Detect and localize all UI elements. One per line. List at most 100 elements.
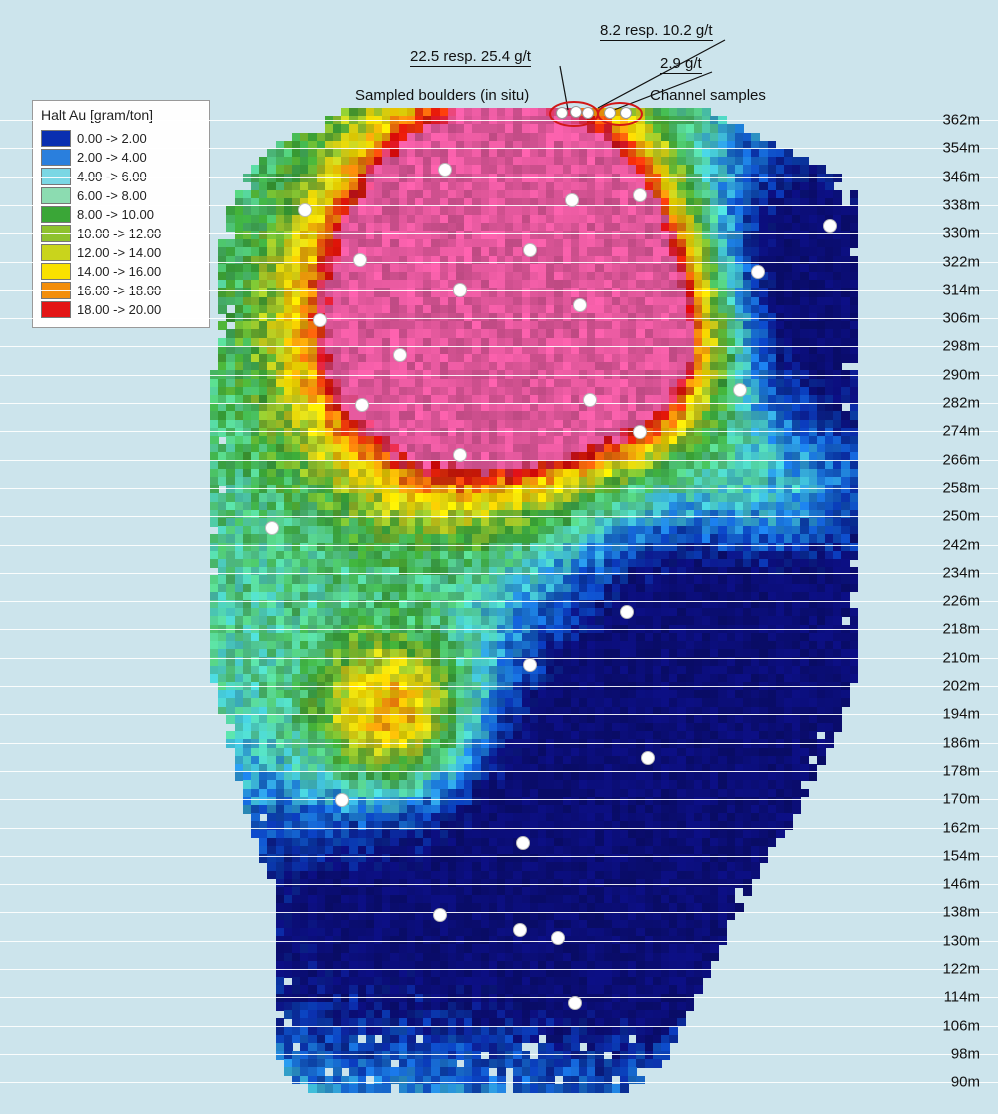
gridline (0, 375, 998, 376)
gridline (0, 545, 998, 546)
gridline (0, 714, 998, 715)
heatmap-area (210, 108, 866, 1092)
legend-swatch (41, 130, 71, 147)
gridline (0, 969, 998, 970)
elevation-label: 346m (942, 168, 980, 185)
elevation-label: 186m (942, 734, 980, 751)
sample-dot (620, 605, 634, 619)
sample-dot (523, 658, 537, 672)
sample-dot (453, 283, 467, 297)
gridline (0, 516, 998, 517)
elevation-label: 354m (942, 140, 980, 157)
legend-swatch (41, 149, 71, 166)
gridline (0, 346, 998, 347)
sample-dot (438, 163, 452, 177)
elevation-label: 290m (942, 366, 980, 383)
elevation-label: 298m (942, 338, 980, 355)
elevation-label: 234m (942, 564, 980, 581)
sample-dot (568, 996, 582, 1010)
legend-swatch (41, 301, 71, 318)
annotation-2-9: 2.9 g/t (660, 55, 702, 72)
label-channel-samples: Channel samples (650, 87, 766, 104)
sample-dot (393, 348, 407, 362)
gridline (0, 997, 998, 998)
gridline (0, 318, 998, 319)
elevation-label: 306m (942, 310, 980, 327)
legend-label: 2.00 -> 4.00 (77, 150, 147, 165)
elevation-label: 338m (942, 196, 980, 213)
sample-dot (298, 203, 312, 217)
elevation-label: 218m (942, 621, 980, 638)
gridline (0, 148, 998, 149)
legend-row: 12.00 -> 14.00 (41, 243, 201, 262)
legend-label: 14.00 -> 16.00 (77, 264, 161, 279)
gridline (0, 686, 998, 687)
elevation-label: 162m (942, 819, 980, 836)
legend-label: 12.00 -> 14.00 (77, 245, 161, 260)
gridline (0, 1054, 998, 1055)
gridline (0, 856, 998, 857)
sample-dot (583, 393, 597, 407)
gridline (0, 233, 998, 234)
elevation-label: 146m (942, 876, 980, 893)
elevation-label: 170m (942, 791, 980, 808)
gridline (0, 601, 998, 602)
sample-dot (733, 383, 747, 397)
elevation-label: 266m (942, 451, 980, 468)
legend-row: 2.00 -> 4.00 (41, 148, 201, 167)
elevation-label: 90m (951, 1074, 980, 1091)
elevation-label: 322m (942, 253, 980, 270)
figure-stage: { "background_color":"#cce4ec", "gridlin… (0, 0, 998, 1114)
gridline (0, 799, 998, 800)
elevation-label: 250m (942, 508, 980, 525)
sample-dot (633, 425, 647, 439)
gridline (0, 658, 998, 659)
elevation-label: 362m (942, 112, 980, 129)
elevation-label: 178m (942, 762, 980, 779)
elevation-label: 98m (951, 1045, 980, 1062)
gridline (0, 1026, 998, 1027)
elevation-label: 106m (942, 1017, 980, 1034)
elevation-label: 282m (942, 395, 980, 412)
gridline (0, 431, 998, 432)
elevation-label: 274m (942, 423, 980, 440)
elevation-label: 258m (942, 479, 980, 496)
legend-row: 14.00 -> 16.00 (41, 262, 201, 281)
gridline (0, 177, 998, 178)
elevation-label: 122m (942, 961, 980, 978)
legend-row: 0.00 -> 2.00 (41, 129, 201, 148)
gridline (0, 1082, 998, 1083)
legend-swatch (41, 187, 71, 204)
gridline (0, 120, 998, 121)
sample-dot (313, 313, 327, 327)
elevation-label: 242m (942, 536, 980, 553)
legend-label: 0.00 -> 2.00 (77, 131, 147, 146)
sample-dot (573, 298, 587, 312)
sample-dot (453, 448, 467, 462)
gridline (0, 403, 998, 404)
sample-dot (551, 931, 565, 945)
gridline (0, 743, 998, 744)
legend-label: 8.00 -> 10.00 (77, 207, 154, 222)
sample-dot (565, 193, 579, 207)
gridline (0, 488, 998, 489)
gridline (0, 828, 998, 829)
sample-dot (355, 398, 369, 412)
elevation-label: 130m (942, 932, 980, 949)
gridline (0, 262, 998, 263)
gridline (0, 771, 998, 772)
sample-dot (516, 836, 530, 850)
legend-row: 8.00 -> 10.00 (41, 205, 201, 224)
sample-dot (823, 219, 837, 233)
legend-label: 6.00 -> 8.00 (77, 188, 147, 203)
gridline (0, 941, 998, 942)
sample-dot (433, 908, 447, 922)
elevation-label: 154m (942, 847, 980, 864)
elevation-label: 202m (942, 678, 980, 695)
gridline (0, 205, 998, 206)
elevation-label: 226m (942, 593, 980, 610)
sample-dot (335, 793, 349, 807)
gridline (0, 290, 998, 291)
legend-swatch (41, 244, 71, 261)
sample-dot (633, 188, 647, 202)
